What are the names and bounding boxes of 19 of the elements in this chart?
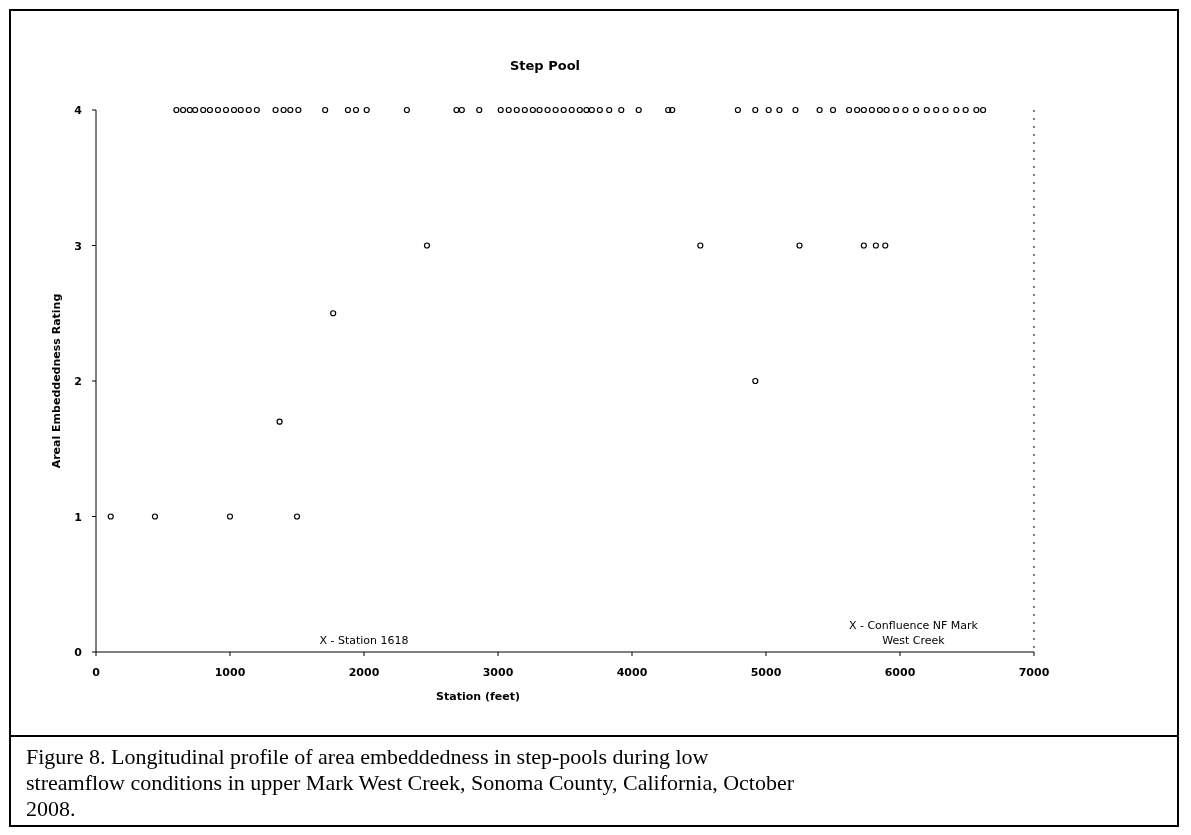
x-tick-label: 2000 (348, 666, 380, 679)
y-axis-title: Areal Embeddedness Rating (50, 293, 63, 469)
x-tick-label: 0 (92, 666, 101, 679)
chart-title: Step Pool (509, 58, 581, 73)
x-tick-label: 4000 (616, 666, 648, 679)
x-axis-title: Station (feet) (436, 690, 520, 703)
x-tick-label: 3000 (482, 666, 514, 679)
annotation: X - Confluence NF Mark West Creek (848, 619, 979, 647)
y-tick-label: 0 (74, 646, 83, 659)
caption: Figure 8. Longitudinal profile of area embeddedness in step-pools during low streamflow conditions in upper Mark West Creek, Sonoma County, California, October 2008. (26, 744, 795, 821)
y-tick-label: 3 (74, 239, 82, 253)
y-tick-label: 2 (74, 375, 82, 388)
y-tick-label: 4 (74, 104, 83, 117)
x-tick-label: 6000 (884, 666, 916, 679)
y-tick-label: 1 (74, 510, 82, 524)
x-tick-label: 5000 (750, 666, 782, 679)
x-tick-label: 1000 (214, 666, 246, 679)
annotation: X - Station 1618 (319, 634, 409, 647)
x-tick-label: 7000 (1018, 666, 1050, 679)
